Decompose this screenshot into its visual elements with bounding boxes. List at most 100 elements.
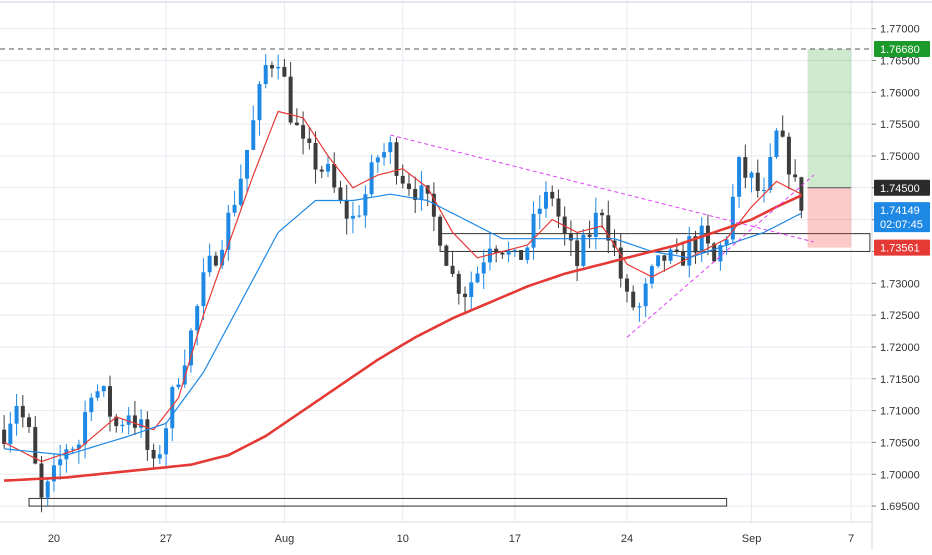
candle-body (126, 415, 131, 425)
candle-body (350, 215, 355, 219)
candle-body (699, 225, 704, 253)
price-tick-label: 1.70000 (880, 469, 920, 481)
candle-body (494, 248, 499, 253)
candle-body (257, 84, 262, 121)
candle-body (319, 169, 324, 172)
moving-average-line (3, 110, 802, 463)
candle-body (207, 255, 212, 273)
trendline (390, 134, 814, 243)
time-tick-label: Sep (742, 533, 762, 545)
time-tick-label: 27 (160, 533, 172, 545)
price-tick-label: 1.76500 (880, 55, 920, 67)
candle-body (575, 240, 580, 266)
price-tick-label: 1.71000 (880, 406, 920, 418)
candle-body (519, 250, 524, 260)
candle-body (768, 157, 773, 191)
candle-body (550, 191, 555, 199)
candle-body (444, 245, 449, 266)
candle-body (581, 234, 586, 266)
candle-body (780, 130, 785, 137)
candle-body (755, 172, 760, 191)
candle-body (662, 255, 667, 261)
candle-body (245, 149, 250, 179)
candle-body (737, 157, 742, 197)
stop-zone (807, 187, 852, 248)
candle-body (531, 213, 536, 248)
price-tick-label: 1.73000 (880, 278, 920, 290)
price-tick-label: 1.72500 (880, 310, 920, 322)
candle-body (544, 191, 548, 209)
candle-body (101, 386, 106, 392)
candle-body (188, 330, 193, 366)
candle-body (512, 250, 517, 252)
candle-body (132, 415, 137, 428)
candle-body (693, 236, 698, 253)
candle-body (487, 248, 492, 263)
candle-body (276, 66, 281, 69)
time-tick-label: 10 (397, 533, 409, 545)
candle-body (70, 448, 75, 450)
long-position-tool[interactable] (807, 49, 852, 248)
candle-body (568, 233, 573, 241)
candle-body (108, 386, 112, 417)
candle-body (294, 122, 299, 126)
candle-body (712, 243, 717, 262)
candle-body (344, 200, 349, 219)
zone-box (28, 497, 728, 507)
target-zone (807, 49, 852, 188)
candle-body (326, 163, 330, 172)
candle-body (269, 64, 274, 69)
candle-body (64, 449, 69, 460)
candle-body (145, 419, 150, 450)
candle-body (681, 251, 686, 266)
candle-body (213, 255, 218, 266)
time-axis[interactable]: 20 27 Aug 10 17 24 Sep 7 (48, 533, 854, 545)
candle-body (463, 293, 468, 298)
price-label-bg (874, 202, 930, 233)
candle-body (413, 188, 418, 200)
time-tick-label: Aug (275, 533, 295, 545)
candle-body (500, 252, 505, 255)
candle-body (157, 454, 162, 459)
price-labels: 1.76680 1.74500 1.74149 02:07:45 1.73561 (874, 41, 930, 256)
gridlines (0, 0, 872, 522)
candle-body (89, 397, 94, 413)
price-label-bg (874, 239, 930, 256)
candle-body (643, 283, 648, 307)
price-tick-label: 1.71500 (880, 374, 920, 386)
price-label-text: 1.74500 (880, 183, 920, 195)
candle-body (39, 463, 44, 498)
candle-body (375, 157, 380, 163)
candle-body (114, 416, 119, 427)
price-label-text: 1.76680 (880, 44, 920, 56)
candle-body (288, 76, 293, 123)
candle-body (2, 429, 7, 445)
candle-body (170, 387, 175, 429)
price-tick-label: 1.70500 (880, 437, 920, 449)
candle-body (20, 405, 25, 418)
time-tick-label: 20 (48, 533, 60, 545)
countdown-label-text: 02:07:45 (880, 219, 923, 231)
candle-body (382, 152, 387, 158)
candle-body (649, 266, 654, 284)
candle-body (14, 405, 19, 424)
candle-body (762, 190, 766, 192)
candle-body (226, 212, 231, 250)
candle-body (164, 428, 169, 455)
candle-body (656, 255, 661, 267)
candle-body (45, 481, 50, 498)
candle-body (730, 196, 735, 240)
candle-body (431, 193, 436, 217)
candle-body (33, 426, 38, 464)
price-label-text: 1.73561 (880, 243, 920, 255)
candle-body (301, 125, 306, 139)
candle-body (357, 215, 362, 217)
candle-body (27, 417, 32, 427)
price-tick-label: 1.75500 (880, 119, 920, 131)
candle-body (481, 262, 486, 274)
candle-body (593, 212, 598, 237)
candle-body (201, 272, 206, 307)
candle-body (556, 198, 561, 217)
